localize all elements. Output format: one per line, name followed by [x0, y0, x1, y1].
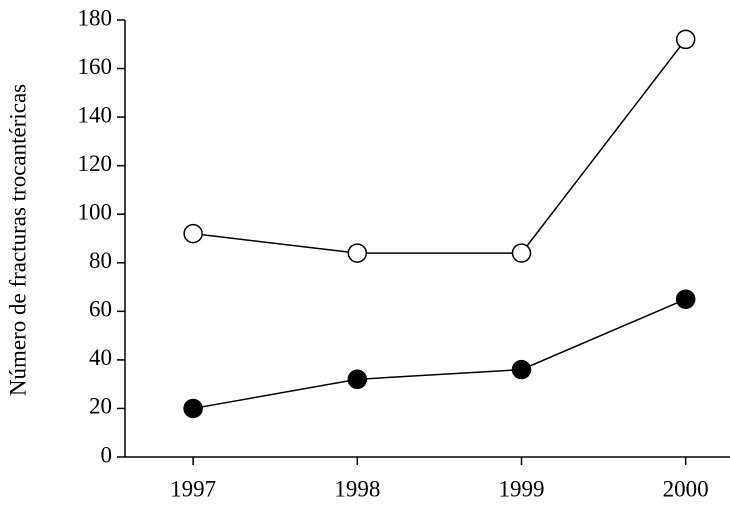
y-tick-label: 160	[78, 54, 113, 79]
y-tick-label: 80	[89, 248, 112, 273]
x-tick-label: 2000	[663, 476, 709, 501]
y-axis-label: Número de fracturas trocantéricas	[5, 84, 30, 396]
data-point	[511, 243, 532, 263]
data-point	[183, 223, 203, 244]
data-point	[347, 369, 368, 390]
x-tick-label: 1998	[334, 476, 380, 501]
data-point	[675, 289, 696, 309]
y-tick-label: 140	[78, 102, 113, 127]
x-tick-label: 1997	[170, 476, 216, 501]
y-tick-label: 180	[78, 5, 113, 30]
data-point	[347, 243, 368, 263]
x-tick-label: 1999	[498, 476, 544, 501]
data-point	[675, 29, 696, 50]
y-tick-label: 60	[89, 297, 112, 322]
y-tick-label: 120	[78, 151, 113, 176]
y-tick-label: 40	[89, 345, 112, 370]
y-tick-label: 100	[78, 200, 113, 225]
y-tick-label: 20	[89, 394, 112, 419]
data-point	[511, 359, 532, 380]
data-point	[183, 398, 203, 419]
series-line	[193, 38, 687, 254]
series-line	[193, 298, 686, 410]
y-tick-label: 0	[101, 442, 113, 467]
